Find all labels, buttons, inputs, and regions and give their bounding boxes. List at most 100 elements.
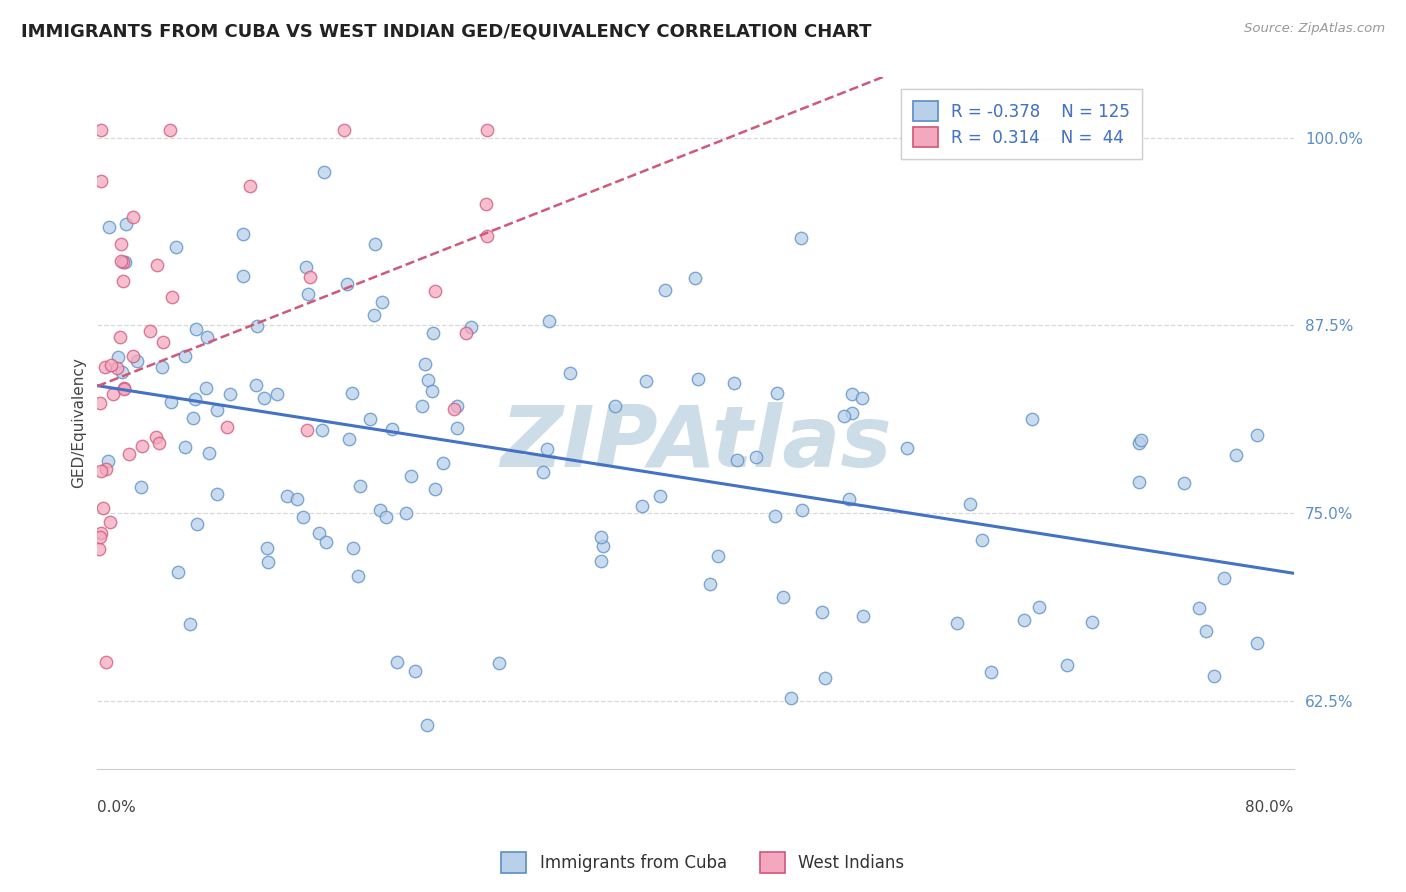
Text: Source: ZipAtlas.com: Source: ZipAtlas.com [1244, 22, 1385, 36]
Point [1173, 475, 1195, 490]
Point [454, 326, 477, 340]
Point [165, 240, 187, 254]
Point [239, 179, 262, 194]
Point [423, 284, 446, 298]
Point [763, 508, 786, 523]
Point [207, 487, 229, 501]
Point [1128, 436, 1150, 450]
Point [311, 423, 333, 437]
Point [399, 469, 422, 483]
Point [636, 374, 658, 388]
Point [205, 403, 228, 417]
Point [1128, 475, 1150, 489]
Point [90, 464, 112, 478]
Point [1225, 448, 1247, 462]
Point [108, 329, 131, 343]
Point [745, 450, 768, 464]
Point [333, 123, 356, 137]
Point [896, 442, 918, 456]
Point [122, 210, 145, 224]
Point [150, 359, 173, 374]
Point [112, 383, 135, 397]
Point [1246, 636, 1268, 650]
Point [94, 462, 117, 476]
Point [363, 308, 385, 322]
Point [648, 489, 671, 503]
Point [385, 655, 408, 669]
Point [160, 290, 183, 304]
Text: ZIPAtlas: ZIPAtlas [499, 402, 891, 485]
Point [413, 357, 436, 371]
Point [488, 657, 510, 671]
Point [422, 326, 444, 340]
Point [181, 411, 204, 425]
Point [295, 260, 318, 274]
Point [276, 489, 298, 503]
Point [308, 526, 330, 541]
Point [166, 566, 188, 580]
Point [790, 503, 813, 517]
Point [420, 384, 443, 399]
Point [592, 539, 614, 553]
Point [98, 515, 121, 529]
Point [186, 322, 208, 336]
Point [811, 605, 834, 619]
Text: IMMIGRANTS FROM CUBA VS WEST INDIAN GED/EQUIVALENCY CORRELATION CHART: IMMIGRANTS FROM CUBA VS WEST INDIAN GED/… [21, 22, 872, 40]
Point [342, 541, 364, 555]
Point [972, 533, 994, 548]
Point [418, 373, 440, 387]
Point [91, 501, 114, 516]
Point [89, 396, 111, 410]
Point [1012, 613, 1035, 627]
Point [97, 220, 120, 235]
Text: 80.0%: 80.0% [1246, 800, 1294, 814]
Point [297, 287, 319, 301]
Point [1028, 599, 1050, 614]
Point [90, 526, 112, 541]
Point [298, 269, 321, 284]
Point [349, 479, 371, 493]
Point [404, 664, 426, 678]
Point [654, 283, 676, 297]
Point [603, 399, 626, 413]
Point [395, 506, 418, 520]
Point [184, 392, 207, 406]
Point [851, 392, 873, 406]
Point [291, 510, 314, 524]
Point [381, 422, 404, 436]
Point [1081, 615, 1104, 630]
Point [368, 502, 391, 516]
Point [96, 655, 118, 669]
Point [1130, 434, 1153, 448]
Point [252, 391, 274, 405]
Point [146, 258, 169, 272]
Point [347, 569, 370, 583]
Point [118, 447, 141, 461]
Point [706, 549, 728, 564]
Point [90, 123, 112, 137]
Point [314, 165, 336, 179]
Point [536, 442, 558, 457]
Point [630, 499, 652, 513]
Point [160, 394, 183, 409]
Point [723, 376, 745, 390]
Point [411, 400, 433, 414]
Point [256, 541, 278, 556]
Point [100, 358, 122, 372]
Point [841, 386, 863, 401]
Point [946, 616, 969, 631]
Point [432, 456, 454, 470]
Point [219, 387, 242, 401]
Point [589, 530, 612, 544]
Point [838, 492, 860, 507]
Point [460, 319, 482, 334]
Point [138, 324, 160, 338]
Point [107, 360, 129, 375]
Point [174, 349, 197, 363]
Point [685, 271, 707, 285]
Point [841, 406, 863, 420]
Point [779, 690, 801, 705]
Point [197, 330, 219, 344]
Point [340, 386, 363, 401]
Point [364, 236, 387, 251]
